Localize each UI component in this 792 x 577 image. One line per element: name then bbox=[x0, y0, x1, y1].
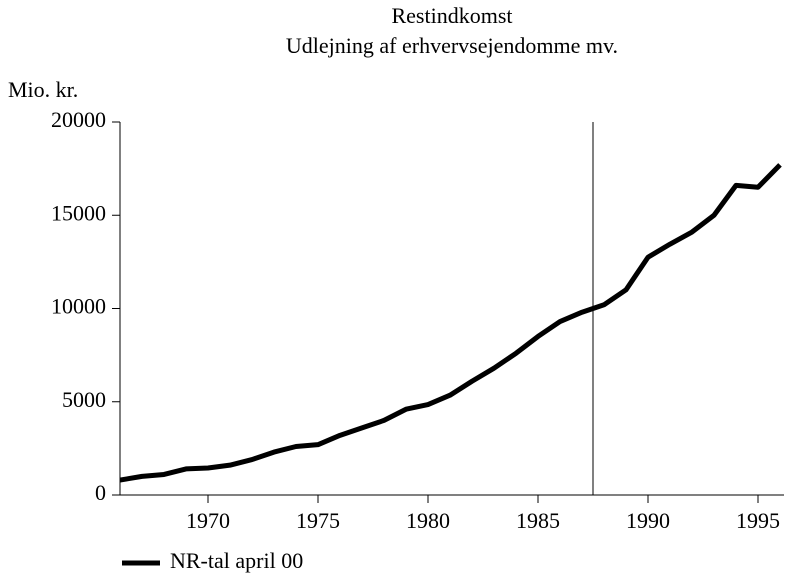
x-tick-label: 1970 bbox=[186, 508, 230, 533]
chart-title: Restindkomst bbox=[391, 3, 512, 28]
data-line bbox=[119, 163, 782, 483]
chart-subtitle: Udlejning af erhvervsejendomme mv. bbox=[286, 33, 618, 58]
x-tick-label: 1995 bbox=[736, 508, 780, 533]
x-tick-label: 1980 bbox=[406, 508, 450, 533]
legend-label: NR-tal april 00 bbox=[170, 548, 303, 573]
y-tick-label: 5000 bbox=[62, 387, 106, 412]
x-tick-label: 1985 bbox=[516, 508, 560, 533]
y-tick-label: 20000 bbox=[51, 107, 106, 132]
y-tick-label: 10000 bbox=[51, 294, 106, 319]
y-tick-label: 0 bbox=[95, 480, 106, 505]
y-tick-label: 15000 bbox=[51, 200, 106, 225]
x-tick-label: 1975 bbox=[296, 508, 340, 533]
y-axis-label: Mio. kr. bbox=[8, 77, 78, 102]
x-tick-label: 1990 bbox=[626, 508, 670, 533]
